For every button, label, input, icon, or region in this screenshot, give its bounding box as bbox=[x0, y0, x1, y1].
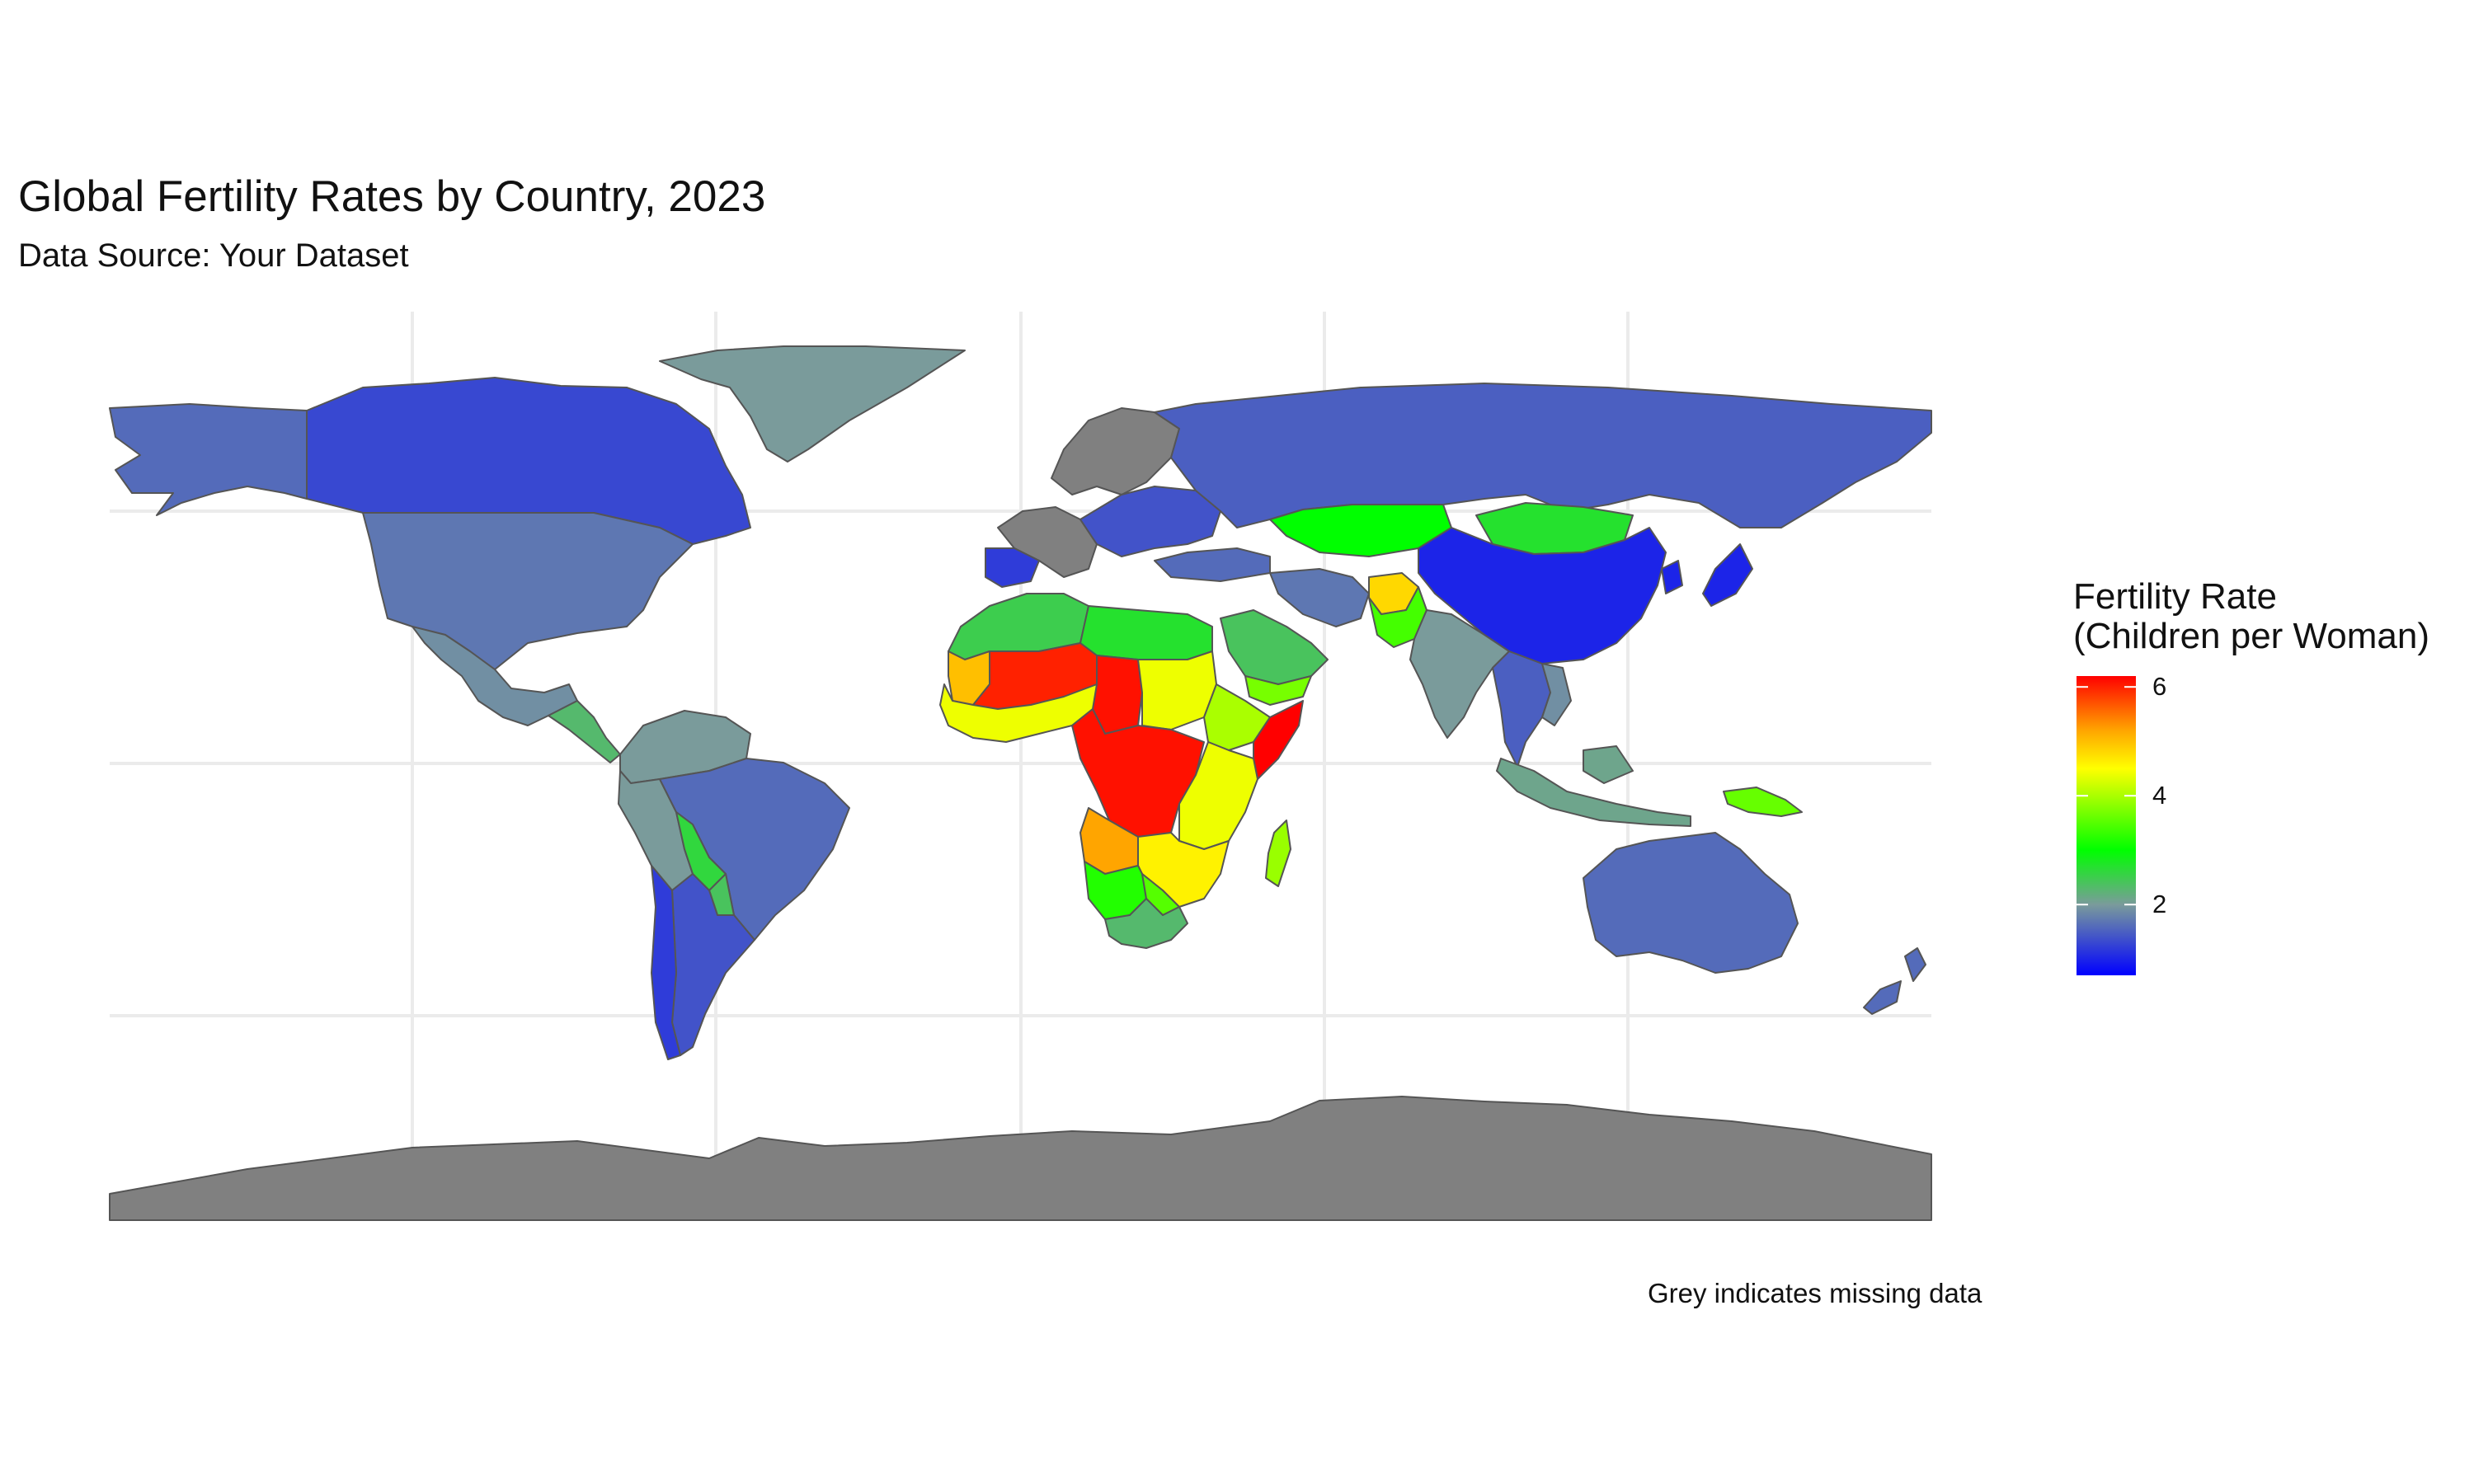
region-china bbox=[1418, 527, 1667, 665]
region-somalia bbox=[1253, 700, 1304, 780]
region-turkey bbox=[1154, 547, 1271, 582]
region-scandinavia bbox=[1051, 407, 1180, 495]
region-vietnam bbox=[1541, 663, 1572, 726]
region-kenya-tanzania bbox=[1178, 741, 1258, 850]
region-chad bbox=[1092, 655, 1143, 735]
region-iberia bbox=[985, 547, 1040, 588]
region-greenland bbox=[659, 345, 966, 463]
page-subtitle: Data Source: Your Dataset bbox=[18, 237, 409, 274]
region-korea-japan bbox=[1661, 543, 1753, 607]
region-alaska bbox=[109, 403, 308, 516]
region-south-africa bbox=[1104, 898, 1188, 949]
legend-color-bar bbox=[2077, 676, 2136, 975]
legend-title-line1: Fertility Rate bbox=[2073, 576, 2277, 617]
region-chile bbox=[651, 865, 681, 1060]
region-central-america bbox=[548, 700, 621, 763]
region-libya-egypt bbox=[1079, 605, 1213, 660]
region-iran bbox=[1269, 568, 1370, 627]
legend-title-line2: (Children per Woman) bbox=[2073, 616, 2430, 656]
region-new-zealand bbox=[1863, 947, 1926, 1015]
country-shapes bbox=[109, 345, 1932, 1221]
region-yemen bbox=[1244, 675, 1312, 706]
legend-tick-label: 4 bbox=[2152, 781, 2167, 810]
page-title: Global Fertility Rates by Country, 2023 bbox=[18, 172, 766, 221]
legend-tick-label: 2 bbox=[2152, 890, 2167, 919]
region-southeast-asia bbox=[1492, 650, 1551, 768]
region-australia bbox=[1583, 832, 1799, 974]
region-antarctica bbox=[109, 1096, 1932, 1221]
region-saudi-arabia-gulf bbox=[1220, 609, 1329, 685]
legend-title: Fertility Rate (Children per Woman) bbox=[2073, 577, 2429, 656]
map-caption: Grey indicates missing data bbox=[1648, 1278, 1982, 1308]
region-united-states bbox=[362, 512, 694, 670]
region-india bbox=[1409, 609, 1510, 739]
region-russia bbox=[1154, 383, 1932, 528]
region-eastern-europe bbox=[1079, 486, 1221, 557]
legend-tick-label: 6 bbox=[2152, 672, 2167, 702]
region-papua-new-guinea bbox=[1723, 787, 1803, 817]
region-madagascar bbox=[1265, 819, 1291, 887]
region-indonesia bbox=[1496, 745, 1691, 827]
